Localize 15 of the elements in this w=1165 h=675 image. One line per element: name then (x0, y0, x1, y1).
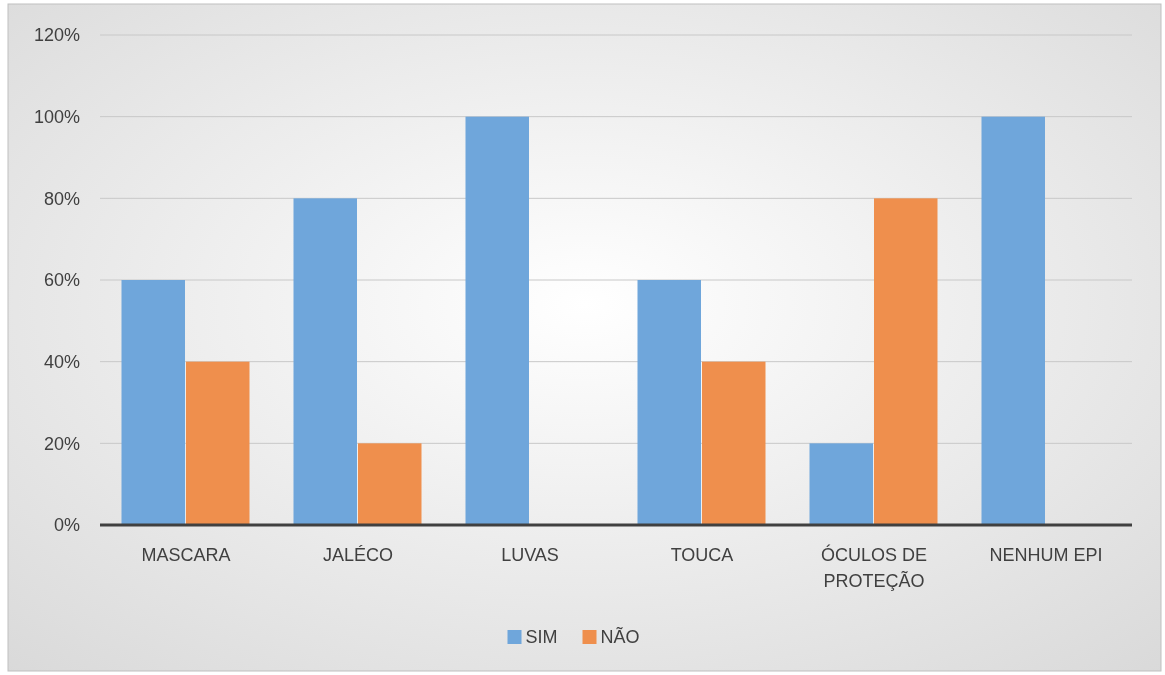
x-tick-label: ÓCULOS DE PROTEÇÃO (820, 544, 928, 591)
y-tick-label: 0% (53, 515, 80, 536)
x-tick-label: TOUCA (670, 545, 734, 565)
y-tick-label: 60% (43, 270, 80, 291)
x-tick-label: MASCARA (141, 545, 231, 565)
legend-label: SIM (525, 627, 558, 648)
legend-label: NÃO (600, 626, 640, 648)
y-tick-label: 100% (33, 106, 80, 127)
x-tick-label: JALÉCO (322, 545, 394, 565)
y-tick-label: 40% (43, 351, 80, 372)
y-tick-label: 20% (43, 433, 80, 454)
x-tick-label: LUVAS (501, 545, 559, 565)
y-tick-label: 120% (33, 25, 80, 46)
y-tick-label: 80% (43, 188, 80, 209)
x-tick-label: NENHUM EPI (989, 545, 1103, 565)
